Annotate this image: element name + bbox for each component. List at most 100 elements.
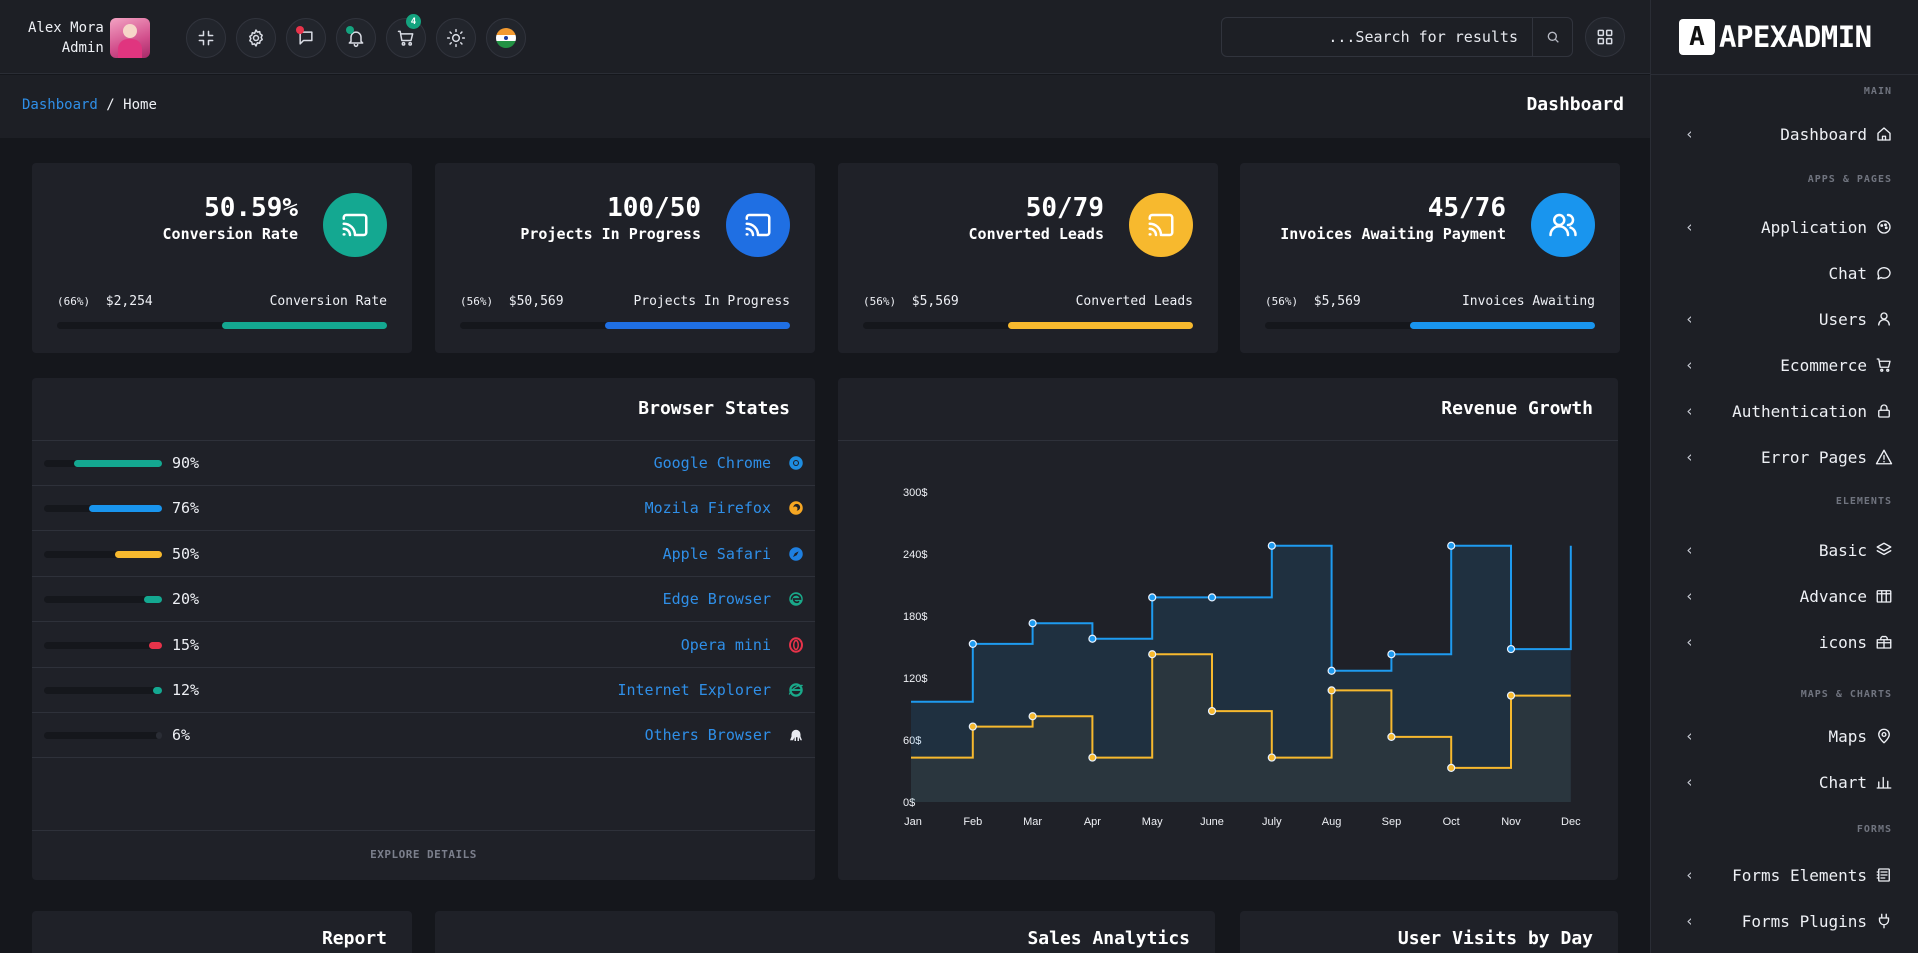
data-point[interactable] <box>1088 753 1097 762</box>
sidebar-item-authentication[interactable]: ‹ Authentication <box>1651 396 1918 426</box>
browser-row[interactable]: 50% Apple Safari <box>32 532 815 577</box>
sidebar-item-chart[interactable]: ‹ Chart <box>1651 767 1918 797</box>
data-point[interactable] <box>968 722 977 731</box>
x-tick-label: June <box>1200 816 1224 828</box>
sidebar-item-dashboard[interactable]: ‹ Dashboard <box>1651 119 1918 149</box>
browser-name[interactable]: Internet Explorer <box>617 681 771 699</box>
stat-icon-badge <box>726 193 790 257</box>
browser-row[interactable]: 6% Others Browser <box>32 713 815 759</box>
sidebar-item-error-pages[interactable]: ‹ Error Pages <box>1651 442 1918 472</box>
browser-progress-fill <box>114 550 162 558</box>
theme-toggle-button[interactable] <box>436 18 476 58</box>
ie-icon <box>788 683 803 697</box>
report-card: Report <box>32 911 412 953</box>
data-point[interactable] <box>1148 593 1157 602</box>
browser-progress-fill <box>152 687 162 694</box>
data-point[interactable] <box>1088 634 1097 643</box>
browser-name[interactable]: Mozila Firefox <box>644 499 771 518</box>
data-point[interactable] <box>1207 593 1217 602</box>
data-point[interactable] <box>1447 541 1456 550</box>
sidebar-item-application[interactable]: ‹ Application <box>1651 212 1918 242</box>
browser-row[interactable]: 12% Internet Explorer <box>32 668 815 713</box>
nav-section-title: FORMS <box>1856 824 1892 835</box>
x-tick-label: Nov <box>1501 816 1521 828</box>
explore-details-link[interactable]: EXPLORE DETAILS <box>32 830 815 880</box>
warning-icon <box>1875 449 1893 465</box>
sidebar-item-forms-elements[interactable]: ‹ Forms Elements <box>1651 860 1918 890</box>
browser-percent: 12% <box>172 681 200 699</box>
nav-section-title: APPS & PAGES <box>1807 174 1892 185</box>
chevron-left-icon: ‹ <box>1685 402 1695 420</box>
data-point[interactable] <box>1267 753 1276 762</box>
data-point[interactable] <box>1506 691 1516 700</box>
sidebar-item-label: Chart <box>1818 772 1867 792</box>
sidebar-item-users[interactable]: ‹ Users <box>1651 304 1918 334</box>
x-tick-label: Oct <box>1443 816 1460 828</box>
search-input[interactable] <box>1222 18 1532 56</box>
fullscreen-button[interactable] <box>186 18 226 58</box>
browser-percent: 90% <box>172 454 200 472</box>
sidebar-item-icons[interactable]: ‹ icons <box>1651 627 1918 657</box>
notifications-button[interactable] <box>336 18 376 58</box>
user-role: Admin <box>61 40 104 56</box>
apps-grid-button[interactable] <box>1585 17 1625 57</box>
browser-progress-fill <box>88 505 162 513</box>
data-point[interactable] <box>1267 541 1276 550</box>
cart-button[interactable]: 4 <box>386 14 426 58</box>
data-point[interactable] <box>1148 650 1157 659</box>
chevron-left-icon: ‹ <box>1685 727 1695 745</box>
settings-button[interactable] <box>236 18 276 58</box>
browser-name[interactable]: Others Browser <box>644 726 771 745</box>
browser-progress-bar <box>44 641 162 649</box>
data-point[interactable] <box>1447 763 1456 772</box>
sidebar-item-forms-plugins[interactable]: ‹ Forms Plugins <box>1651 906 1918 936</box>
data-point[interactable] <box>1387 650 1396 659</box>
data-point[interactable] <box>1028 619 1037 628</box>
sidebar-item-label: Forms Elements <box>1732 865 1867 885</box>
bell-icon <box>348 31 364 48</box>
logo[interactable]: A APEXADMIN <box>1679 19 1872 55</box>
messages-button[interactable] <box>286 18 326 58</box>
stat-icon-badge <box>323 193 387 257</box>
cast-icon <box>342 213 368 237</box>
browser-progress-bar <box>44 505 162 513</box>
data-point[interactable] <box>1028 712 1037 721</box>
data-point[interactable] <box>968 639 977 648</box>
y-tick-label: 120$ <box>903 673 927 685</box>
breadcrumb-link-dashboard[interactable]: Dashboard <box>22 97 98 113</box>
avatar[interactable] <box>109 18 150 58</box>
user-profile[interactable]: Alex Mora Admin <box>28 18 150 58</box>
search-button[interactable] <box>1532 18 1572 56</box>
sidebar-item-maps[interactable]: ‹ Maps <box>1651 721 1918 751</box>
bar-chart-icon <box>1876 776 1892 789</box>
data-point[interactable] <box>1387 732 1396 741</box>
browser-name[interactable]: Google Chrome <box>653 454 771 472</box>
sidebar-item-advance[interactable]: ‹ Advance <box>1651 581 1918 611</box>
browser-row[interactable]: 76% Mozila Firefox <box>32 486 815 532</box>
card-title: Sales Analytics <box>1027 928 1190 949</box>
data-point[interactable] <box>1207 706 1217 716</box>
x-tick-label: Jan <box>904 816 922 828</box>
browser-name[interactable]: Apple Safari <box>662 544 771 563</box>
browser-row[interactable]: 90% Google Chrome <box>32 441 815 486</box>
divider <box>1651 74 1918 75</box>
data-point[interactable] <box>1506 644 1516 654</box>
browser-percent: 6% <box>172 726 191 745</box>
browser-row[interactable]: 20% Edge Browser <box>32 577 815 623</box>
stat-footer-left: (56%) $5,569 <box>863 294 959 309</box>
data-point[interactable] <box>1327 666 1336 675</box>
sidebar-item-label: Advance <box>1799 586 1867 606</box>
series-line <box>911 653 1571 769</box>
sidebar-item-chat[interactable]: Chat <box>1651 258 1918 288</box>
nav-section-title: MAPS & CHARTS <box>1800 689 1892 700</box>
browser-name[interactable]: Opera mini <box>680 635 771 654</box>
sidebar-item-label: Dashboard <box>1780 124 1867 144</box>
language-button[interactable] <box>486 18 526 58</box>
browser-row[interactable]: 15% Opera mini <box>32 623 815 668</box>
nav-section-title: MAIN <box>1863 86 1892 97</box>
sidebar-item-basic[interactable]: ‹ Basic <box>1651 535 1918 565</box>
browser-name[interactable]: Edge Browser <box>662 590 771 609</box>
sidebar-item-ecommerce[interactable]: ‹ Ecommerce <box>1651 350 1918 380</box>
data-point[interactable] <box>1327 686 1336 695</box>
stat-footer-label: Projects In Progress <box>633 294 790 309</box>
